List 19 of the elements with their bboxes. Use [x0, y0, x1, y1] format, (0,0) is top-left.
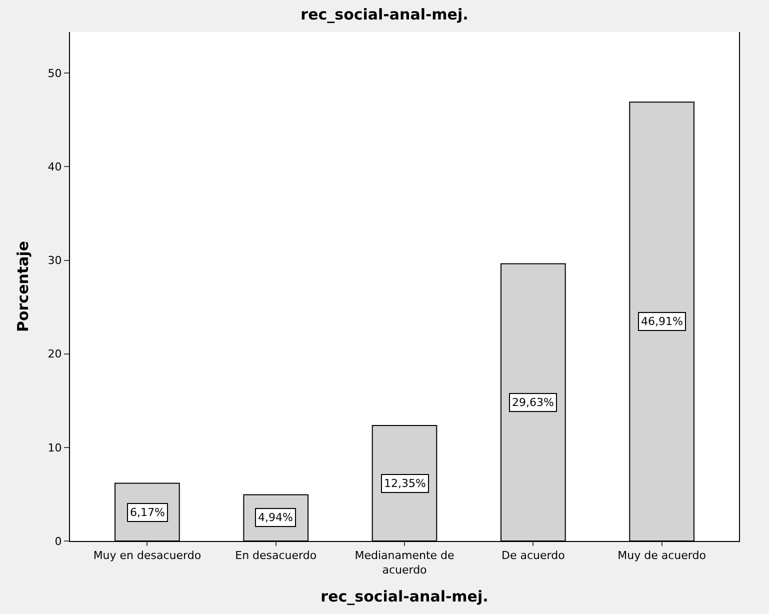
y-tick-label: 40 — [48, 160, 62, 174]
y-tick-label: 30 — [48, 254, 62, 268]
y-tick-label: 20 — [48, 348, 62, 361]
y-tick-label: 0 — [54, 534, 62, 548]
data-label: 29,63% — [512, 396, 554, 409]
chart-title: rec_social-anal-mej. — [300, 6, 468, 24]
y-tick-label: 50 — [48, 67, 62, 80]
data-label: 46,91% — [641, 315, 683, 328]
y-tick-label: 10 — [48, 441, 62, 454]
x-tick-label: De acuerdo — [501, 549, 566, 562]
y-axis-title: Porcentaje — [14, 240, 32, 332]
x-tick-label: Muy en desacuerdo — [93, 549, 202, 562]
data-label: 6,17% — [130, 506, 165, 519]
data-label: 12,35% — [384, 477, 426, 490]
x-tick-label: Muy de acuerdo — [618, 549, 706, 562]
data-label: 4,94% — [258, 511, 293, 524]
x-tick-label: En desacuerdo — [235, 549, 317, 562]
x-axis-title: rec_social-anal-mej. — [320, 588, 488, 606]
x-tick-label: Medianamente de acuerdo — [354, 549, 454, 576]
